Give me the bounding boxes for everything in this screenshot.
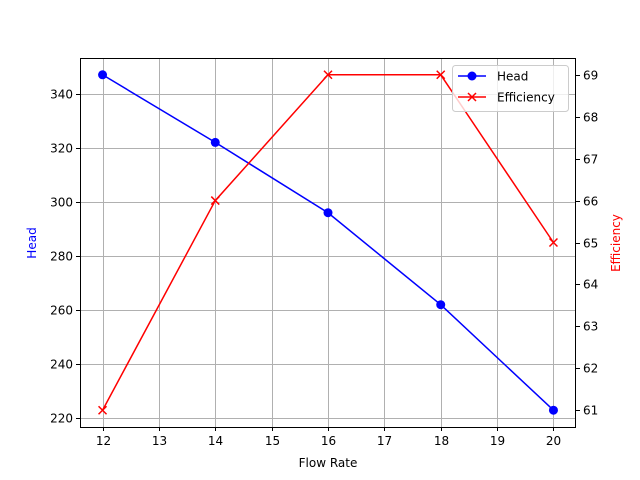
- x-tick-label: 12: [96, 434, 111, 448]
- head-point: [98, 70, 108, 80]
- y-axis-left: 220 240 260 280 300 320 340: [50, 88, 80, 426]
- efficiency-point: [98, 405, 108, 415]
- y-right-tick-label: 66: [583, 195, 598, 209]
- head-series: [98, 70, 558, 415]
- y-right-tick-label: 64: [583, 278, 598, 292]
- head-point: [210, 137, 220, 147]
- legend-box: [452, 65, 569, 112]
- legend: Head Efficiency: [452, 65, 569, 112]
- x-tick-label: 14: [208, 434, 223, 448]
- y-left-tick-label: 320: [50, 142, 73, 156]
- y-left-tick-label: 240: [50, 358, 73, 372]
- y-left-tick-label: 260: [50, 304, 73, 318]
- y-right-tick-label: 67: [583, 153, 598, 167]
- x-tick-label: 16: [321, 434, 336, 448]
- y-right-tick-label: 69: [583, 69, 598, 83]
- efficiency-point: [436, 70, 446, 80]
- efficiency-series: [98, 70, 558, 415]
- efficiency-point: [323, 70, 333, 80]
- x-tick-label: 19: [490, 434, 505, 448]
- x-tick-label: 13: [152, 434, 167, 448]
- y-axis-left-label: Head: [25, 227, 39, 258]
- efficiency-point: [548, 237, 558, 248]
- y-left-tick-label: 340: [50, 88, 73, 102]
- legend-head-label: Head: [497, 70, 528, 84]
- x-tick-label: 18: [434, 434, 449, 448]
- y-right-tick-label: 61: [583, 404, 598, 418]
- head-point: [548, 405, 558, 415]
- legend-efficiency-label: Efficiency: [497, 91, 555, 105]
- x-tick-label: 20: [546, 434, 561, 448]
- head-point: [436, 300, 446, 310]
- y-axis-right: 61 62 63 64 65 66 67 68 69: [576, 69, 598, 418]
- y-left-tick-label: 280: [50, 250, 73, 264]
- y-right-tick-label: 63: [583, 320, 598, 334]
- x-axis-label: Flow Rate: [299, 456, 358, 470]
- grid-lines: [80, 58, 576, 427]
- y-axis-right-label: Efficiency: [609, 214, 623, 272]
- efficiency-point: [210, 196, 220, 206]
- y-right-tick-label: 68: [583, 111, 598, 125]
- y-left-tick-label: 220: [50, 412, 73, 426]
- x-tick-label: 17: [377, 434, 392, 448]
- x-axis: 12 13 14 15 16 17 18 19 20: [96, 427, 561, 448]
- legend-head-marker-icon: [467, 71, 477, 81]
- y-left-tick-label: 300: [50, 196, 73, 210]
- y-right-tick-label: 65: [583, 237, 598, 251]
- y-right-tick-label: 62: [583, 362, 598, 376]
- legend-efficiency-marker-icon: [467, 92, 477, 102]
- head-point: [323, 208, 333, 218]
- x-tick-label: 15: [265, 434, 280, 448]
